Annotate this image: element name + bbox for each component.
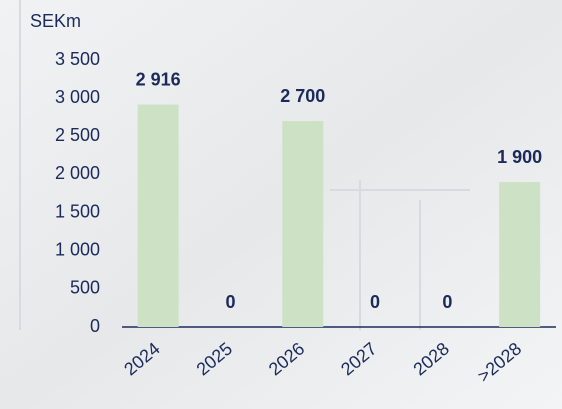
bar <box>137 104 179 327</box>
background-decoration <box>19 0 470 330</box>
y-tick-label: 3 000 <box>55 87 100 107</box>
value-label: 0 <box>442 292 452 312</box>
bar <box>499 182 541 327</box>
y-tick-label: 500 <box>70 278 100 298</box>
y-tick-label: 1 500 <box>55 201 100 221</box>
y-tick-label: 2 500 <box>55 125 100 145</box>
y-axis-label: SEKm <box>30 11 81 31</box>
y-tick-label: 2 000 <box>55 163 100 183</box>
value-label: 2 916 <box>136 69 181 89</box>
y-tick-label: 0 <box>90 316 100 336</box>
value-label: 2 700 <box>280 86 325 106</box>
y-tick-label: 3 500 <box>55 49 100 69</box>
value-label: 1 900 <box>497 147 542 167</box>
y-tick-label: 1 000 <box>55 239 100 259</box>
value-label: 0 <box>370 292 380 312</box>
value-label: 0 <box>225 292 235 312</box>
bar <box>282 121 324 328</box>
